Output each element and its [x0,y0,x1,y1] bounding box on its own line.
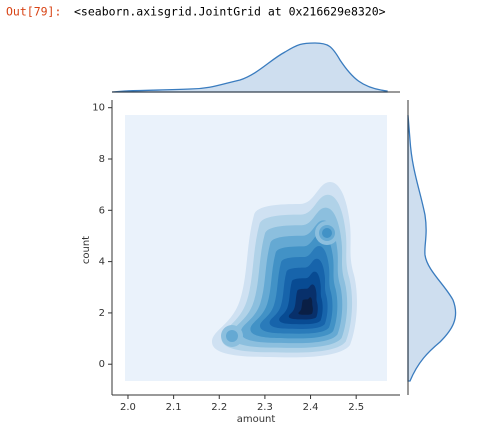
kde-level [226,330,238,342]
out-text: <seaborn.axisgrid.JointGrid at 0x216629e… [74,5,386,19]
y-tick-label: 10 [92,103,105,114]
y-tick-label: 8 [99,154,105,165]
x-tick-label: 2.2 [211,402,227,413]
out-prompt: Out[79]: [6,5,61,19]
y-tick-label: 4 [99,257,105,268]
x-marginal-kde [111,42,388,93]
x-tick-label: 2.5 [348,402,364,413]
y-axis-label: count [81,236,92,264]
x-tick-label: 2.4 [303,402,319,413]
ticks: 2.0 2.1 2.2 2.3 2.4 2.5 0 2 4 6 8 10 [92,103,364,413]
y-tick-label: 2 [99,308,105,319]
y-marginal-kde [407,114,457,382]
x-axis-label: amount [237,414,276,425]
kde-contours [212,182,357,358]
y-tick-label: 0 [99,359,105,370]
x-tick-label: 2.3 [257,402,273,413]
kde-level [298,297,313,315]
x-tick-label: 2.0 [120,402,136,413]
kde-level [322,228,332,238]
y-tick-label: 6 [99,205,105,216]
x-tick-label: 2.1 [166,402,182,413]
